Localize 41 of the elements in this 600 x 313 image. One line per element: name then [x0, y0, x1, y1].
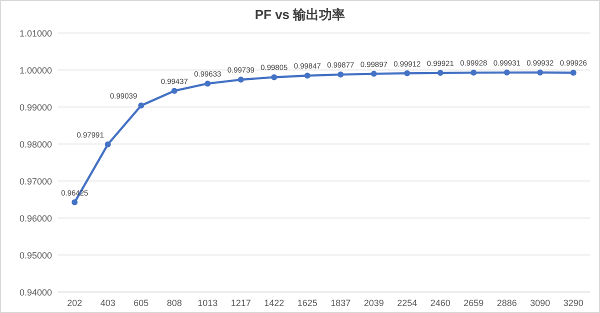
x-tick-label: 2460: [430, 298, 450, 308]
point: [138, 102, 144, 109]
point: [404, 70, 410, 76]
point: [370, 70, 377, 77]
y-tick-label: 0.96000: [19, 214, 52, 224]
x-tick-label: 3290: [563, 298, 584, 308]
x-tick-label: 1625: [297, 298, 318, 308]
point: [104, 141, 111, 148]
point: [570, 70, 576, 76]
point: [504, 70, 510, 76]
point: [338, 72, 344, 78]
point: [304, 72, 310, 79]
y-tick-label: 0.97000: [19, 176, 52, 186]
y-tick-label: 0.94000: [19, 288, 52, 298]
point: [537, 70, 544, 76]
x-tick-label: 605: [134, 298, 149, 308]
x-tick-label: 1013: [198, 298, 218, 308]
x-tick-label: 1217: [230, 298, 251, 308]
y-tick-label: 1.01000: [19, 28, 52, 38]
x-tick-label: 1422: [264, 298, 284, 308]
x-tick-label: 2659: [464, 298, 484, 308]
point: [72, 199, 78, 206]
y-tick-label: 0.99000: [19, 102, 52, 112]
x-tick-label: 403: [100, 298, 116, 308]
x-tick-label: 2039: [364, 298, 384, 308]
x-tick-label: 3090: [530, 298, 550, 308]
point: [437, 70, 444, 76]
point: [171, 88, 178, 94]
x-tick-label: 808: [166, 298, 182, 308]
point: [271, 74, 278, 80]
x-tick-label: 202: [67, 298, 82, 308]
x-tick-label: 1837: [330, 298, 351, 308]
point: [204, 80, 211, 87]
y-tick-label: 0.95000: [19, 250, 52, 260]
x-tick-label: 2254: [397, 298, 418, 308]
point: [470, 70, 477, 76]
chart-title: PF vs 输出功率: [254, 7, 346, 22]
point: [238, 76, 244, 83]
y-tick-label: 1.00000: [19, 66, 52, 76]
y-tick-label: 0.98000: [19, 140, 52, 150]
x-tick-label: 2886: [496, 298, 517, 308]
